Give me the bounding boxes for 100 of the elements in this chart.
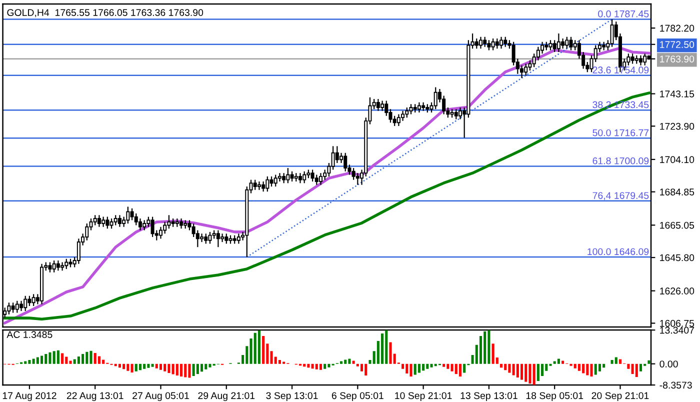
bar bbox=[450, 364, 454, 372]
candlestick bbox=[286, 167, 290, 184]
bar bbox=[340, 361, 343, 364]
bar bbox=[28, 360, 31, 364]
bar bbox=[410, 364, 412, 376]
bar bbox=[94, 352, 96, 364]
bar bbox=[24, 361, 27, 364]
candlestick bbox=[344, 152, 348, 172]
ref-line-label: 76,4 1679.45 bbox=[592, 192, 649, 200]
ref-line-label: 50.0 1716.77 bbox=[592, 129, 649, 136]
bar bbox=[172, 364, 174, 374]
candlestick bbox=[220, 233, 224, 243]
candlestick bbox=[200, 233, 204, 243]
bar bbox=[631, 364, 634, 374]
bar bbox=[635, 364, 638, 377]
candlestick bbox=[630, 53, 634, 64]
candlestick bbox=[409, 104, 413, 115]
bar bbox=[204, 364, 208, 370]
candlestick bbox=[500, 36, 504, 50]
y-tick-label: 1743.15 bbox=[660, 90, 694, 98]
x-tick-label: 29 Aug 21:01 bbox=[198, 392, 255, 402]
bar bbox=[168, 364, 170, 373]
candlestick bbox=[278, 172, 282, 182]
bar bbox=[368, 360, 372, 364]
candlestick bbox=[520, 64, 524, 79]
candlestick bbox=[102, 216, 106, 228]
candlestick bbox=[64, 258, 68, 270]
bar bbox=[414, 364, 416, 375]
candlestick bbox=[196, 230, 200, 248]
bar bbox=[180, 364, 183, 376]
candlestick bbox=[97, 214, 101, 228]
candlestick bbox=[150, 216, 154, 238]
candlestick bbox=[302, 170, 306, 184]
candlestick bbox=[28, 295, 32, 307]
bar bbox=[590, 364, 593, 376]
candlestick bbox=[561, 38, 565, 50]
candlestick bbox=[270, 176, 274, 188]
y-tick-label: 1772.50 bbox=[660, 41, 694, 48]
candlestick bbox=[392, 115, 396, 127]
candlestick bbox=[552, 40, 556, 53]
bar bbox=[307, 364, 310, 368]
candlestick bbox=[376, 98, 380, 112]
candlestick bbox=[7, 302, 11, 315]
bar bbox=[122, 364, 126, 370]
candlestick bbox=[540, 41, 544, 54]
candlestick bbox=[454, 108, 458, 120]
bar bbox=[48, 352, 52, 364]
candlestick bbox=[15, 300, 19, 314]
candlestick bbox=[93, 214, 97, 226]
bar bbox=[562, 360, 564, 364]
bar bbox=[516, 364, 519, 378]
bar bbox=[348, 358, 351, 364]
bar bbox=[454, 364, 458, 374]
candlestick bbox=[106, 216, 110, 230]
bar bbox=[389, 342, 392, 364]
bar bbox=[360, 364, 364, 372]
y-tick-label: 13.3407 bbox=[660, 326, 694, 334]
bar bbox=[126, 364, 130, 371]
candlestick bbox=[138, 218, 142, 231]
candlestick bbox=[257, 180, 261, 190]
candlestick bbox=[314, 174, 318, 186]
bar bbox=[138, 364, 142, 370]
bar bbox=[512, 364, 515, 376]
candlestick bbox=[401, 110, 405, 122]
x-tick-label: 6 Sep 05:01 bbox=[332, 392, 384, 402]
x-tick-label: 22 Aug 13:01 bbox=[66, 392, 124, 402]
bar bbox=[118, 364, 121, 368]
candlestick bbox=[20, 300, 24, 312]
bar bbox=[147, 364, 150, 368]
bar bbox=[61, 353, 64, 364]
bar bbox=[602, 364, 606, 368]
candlestick bbox=[224, 233, 228, 244]
bar bbox=[618, 359, 622, 364]
candlestick bbox=[487, 40, 491, 51]
bar bbox=[422, 364, 425, 371]
ref-line-label: 38.2 1733.45 bbox=[592, 101, 649, 108]
bar bbox=[188, 364, 191, 378]
candlestick bbox=[236, 233, 240, 244]
bar bbox=[196, 364, 199, 374]
candlestick bbox=[483, 36, 487, 48]
bar bbox=[159, 364, 162, 370]
candlestick bbox=[274, 174, 278, 188]
bar bbox=[98, 356, 100, 364]
candlestick bbox=[536, 46, 540, 61]
bar bbox=[610, 360, 614, 364]
bar bbox=[32, 358, 35, 364]
candlestick bbox=[188, 220, 192, 231]
candlestick bbox=[380, 100, 384, 112]
candlestick bbox=[405, 106, 409, 118]
bar bbox=[648, 360, 650, 364]
candlestick bbox=[396, 114, 400, 127]
candlestick bbox=[335, 146, 339, 164]
candlestick bbox=[417, 102, 421, 114]
candlestick bbox=[180, 218, 184, 230]
candlestick bbox=[565, 36, 569, 50]
bar bbox=[553, 361, 556, 364]
candlestick bbox=[56, 260, 60, 272]
candlestick bbox=[434, 86, 438, 110]
candlestick bbox=[216, 230, 220, 248]
ref-line-label: 0.0 1787.45 bbox=[598, 10, 649, 18]
